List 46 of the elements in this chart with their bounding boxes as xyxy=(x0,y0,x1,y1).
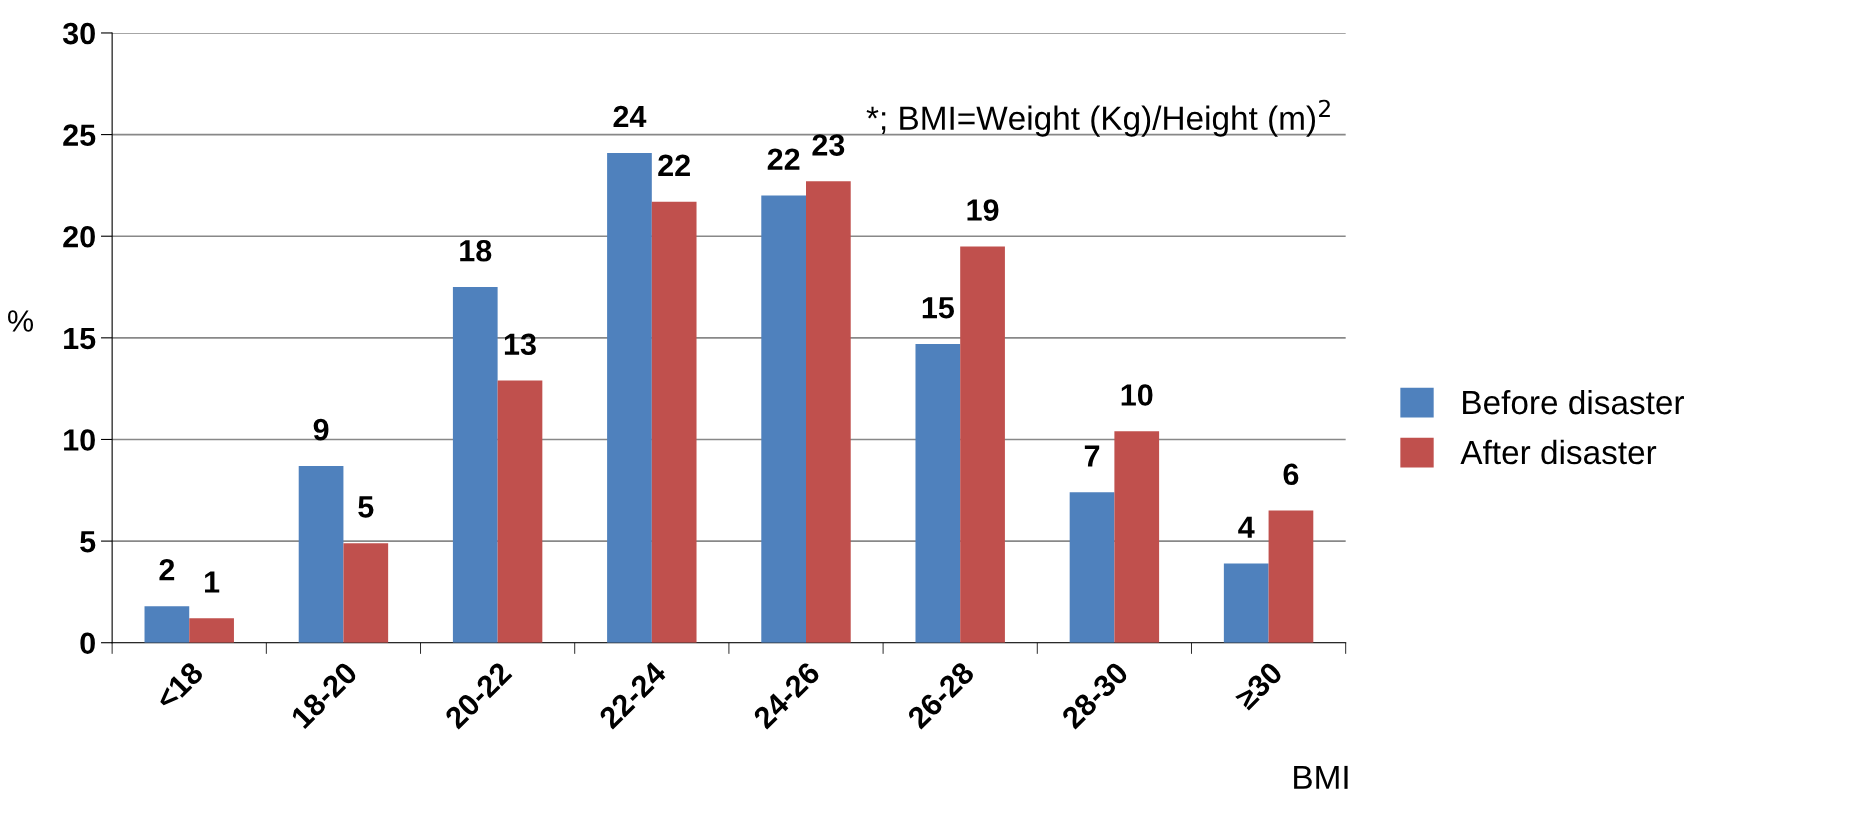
data-label: 9 xyxy=(313,418,329,441)
bar xyxy=(452,287,498,643)
data-label: 15 xyxy=(922,297,954,319)
data-label: 6 xyxy=(1283,463,1299,486)
x-tick-label: ≥30 xyxy=(1233,660,1284,711)
data-label: 5 xyxy=(358,496,374,518)
data-label: 19 xyxy=(967,199,999,221)
bar xyxy=(343,543,389,643)
bar xyxy=(960,246,1005,643)
x-axis-title: BMI xyxy=(1294,765,1348,789)
annotation: *; BMI=Weight (Kg)/Height (m)$^{2}$ xyxy=(866,99,1330,137)
bar xyxy=(761,195,807,643)
bar xyxy=(189,618,234,643)
y-tick-label: 5 xyxy=(80,531,96,553)
legend-label: Before disaster xyxy=(1463,389,1684,415)
data-label: 1 xyxy=(205,571,220,593)
data-label: 18 xyxy=(460,239,492,262)
bar xyxy=(1223,563,1269,643)
y-tick-label: 15 xyxy=(64,327,96,350)
bar xyxy=(806,181,851,643)
y-axis-title: % xyxy=(8,310,34,332)
legend-label: After disaster xyxy=(1460,439,1657,465)
bar xyxy=(915,343,961,643)
data-label: 13 xyxy=(504,333,536,356)
y-tick-label: 20 xyxy=(63,225,95,248)
data-label: 23 xyxy=(812,134,845,156)
data-label: 22 xyxy=(767,148,800,170)
y-tick-label: 25 xyxy=(63,124,96,146)
data-label: 24 xyxy=(613,105,647,128)
data-label: 2 xyxy=(159,559,175,581)
bar xyxy=(607,152,652,643)
data-label: 10 xyxy=(1121,384,1153,406)
y-tick-label: 0 xyxy=(80,632,95,655)
y-tick-label: 30 xyxy=(62,22,95,45)
x-tick-label: <18 xyxy=(154,660,205,711)
data-label: 22 xyxy=(658,154,690,176)
bar xyxy=(1114,431,1160,643)
bar xyxy=(497,380,543,643)
bar xyxy=(651,201,697,643)
data-label: 4 xyxy=(1238,516,1255,538)
bar xyxy=(144,606,190,643)
y-tick-label: 10 xyxy=(64,429,95,451)
data-label: 7 xyxy=(1084,445,1100,467)
bar xyxy=(1069,492,1115,643)
bar xyxy=(298,465,344,643)
bar xyxy=(1268,510,1314,643)
